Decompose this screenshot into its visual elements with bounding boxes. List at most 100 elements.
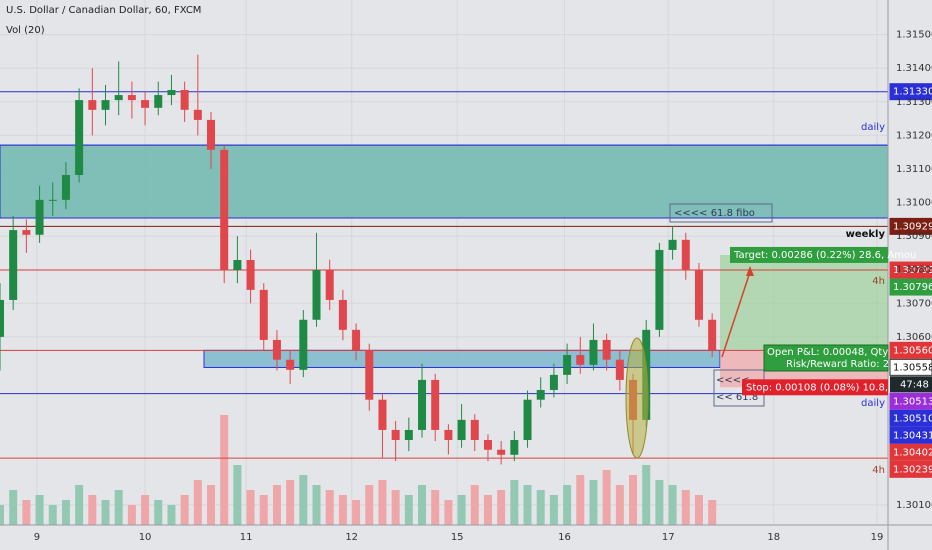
y-tick-label: 1.31100: [896, 164, 932, 175]
countdown-bg: [890, 376, 932, 393]
annotation-box: [669, 203, 773, 223]
volume-bar: [668, 485, 677, 525]
candle-body: [220, 149, 229, 271]
price-label-bg: [889, 217, 932, 235]
candle-body: [510, 440, 519, 455]
volume-bar: [629, 475, 638, 525]
volume-bar: [61, 500, 70, 525]
volume-bar: [510, 480, 519, 525]
candle-body: [694, 270, 703, 320]
candle-body: [352, 329, 361, 350]
price-label: 1.30239: [893, 464, 932, 475]
volume-bar: [154, 500, 163, 525]
highlight-ellipse: [625, 337, 649, 459]
candle-body: [207, 119, 216, 150]
volume-bar: [193, 480, 202, 525]
volume-bar: [470, 485, 479, 525]
candle-body: [75, 100, 84, 175]
indicator-label: Vol (20): [6, 25, 45, 36]
volume-bar: [299, 475, 308, 525]
candle-body: [497, 449, 506, 455]
annotation: << 61.8: [716, 392, 758, 403]
candle-body: [88, 100, 97, 110]
candle-body: [312, 270, 321, 320]
candle-body: [246, 259, 255, 290]
price-label: 1.30796: [893, 282, 932, 293]
y-tick-label: 1.31400: [896, 63, 932, 74]
candle-body: [602, 339, 611, 360]
volume-bar: [365, 485, 374, 525]
price-label-bg: [889, 358, 932, 376]
volume-bar: [101, 500, 110, 525]
pnl-label-bg: [763, 344, 889, 372]
volume-bar: [167, 505, 176, 525]
candle-body: [483, 440, 492, 450]
arrow-head: [746, 266, 754, 276]
volume-bar: [549, 495, 558, 525]
chart-title: U.S. Dollar / Canadian Dollar, 60, FXCM: [6, 5, 201, 16]
candle-body: [418, 379, 427, 430]
x-tick-label: 18: [767, 532, 780, 543]
price-label-bg: [889, 443, 932, 461]
price-label: 1.30402: [893, 447, 932, 458]
volume-bar: [536, 490, 545, 525]
volume-bar: [391, 490, 400, 525]
volume-bar: [48, 505, 57, 525]
y-tick-label: 1.31300: [896, 97, 932, 108]
volume-bar: [431, 490, 440, 525]
volume-bar: [563, 485, 572, 525]
price-label-bg: [889, 392, 932, 410]
volume-bar: [312, 485, 321, 525]
candle-body: [338, 299, 347, 330]
volume-bar: [352, 500, 361, 525]
volume-bar: [220, 415, 229, 525]
candle-body: [615, 359, 624, 380]
candle-body: [48, 199, 57, 201]
x-tick-label: 9: [34, 532, 40, 543]
volume-bar: [655, 480, 664, 525]
target-label: Target: 0.00286 (0.22%) 28.6, Amou: [733, 250, 916, 261]
annotation: 4h: [872, 276, 885, 287]
plot-area: [0, 0, 889, 525]
candle-body: [523, 399, 532, 441]
price-label: 1.30560: [893, 345, 932, 356]
volume-bar: [708, 500, 717, 525]
candle-body: [325, 270, 334, 300]
volume-bar: [75, 485, 84, 525]
candle-body: [391, 429, 400, 441]
price-label: 1.30799: [893, 265, 932, 276]
price-label-bg: [889, 83, 932, 101]
volume-bar: [642, 465, 651, 525]
price-label: 1.30431: [893, 430, 932, 441]
y-tick-label: 1.31000: [896, 198, 932, 209]
candle-body: [470, 419, 479, 441]
candle-body: [536, 389, 545, 400]
volume-bar: [615, 485, 624, 525]
candle-body: [154, 95, 163, 108]
x-tick-label: 16: [558, 532, 571, 543]
volume-bar: [9, 490, 18, 525]
candle-body: [378, 399, 387, 430]
rr-label: Risk/Reward Ratio: 2.65: [786, 359, 905, 370]
volume-bar: [497, 490, 506, 525]
annotation: weekly: [846, 229, 886, 240]
y-tick-label: 1.30100: [896, 500, 932, 511]
candle-body: [35, 199, 44, 235]
y-tick-label: 1.31200: [896, 130, 932, 141]
candle-body: [431, 379, 440, 430]
volume-bar: [378, 480, 387, 525]
volume-bar: [483, 495, 492, 525]
y-tick-label: 1.30600: [896, 332, 932, 343]
annotation: daily: [861, 122, 885, 133]
volume-bar: [576, 475, 585, 525]
y-tick-label: 1.30900: [896, 231, 932, 242]
candle-body: [61, 175, 70, 200]
volume-bar: [141, 495, 150, 525]
volume-bar: [233, 465, 242, 525]
target-zone: [720, 254, 888, 352]
candle-body: [180, 90, 189, 110]
x-tick-label: 12: [345, 532, 358, 543]
price-label: 1.30510: [893, 413, 932, 424]
volume-bar: [259, 495, 268, 525]
